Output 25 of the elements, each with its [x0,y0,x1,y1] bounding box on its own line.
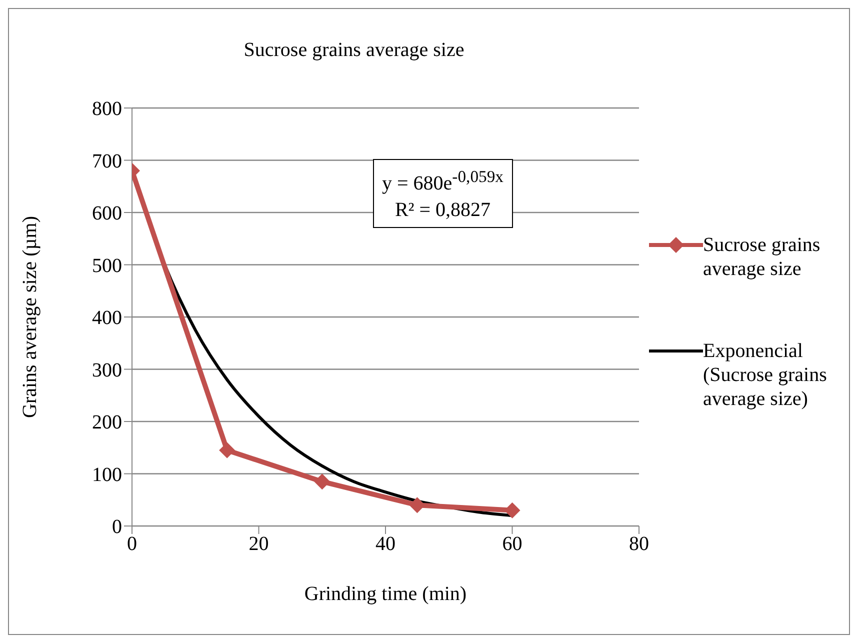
equation-box: y = 680e$^{-0,059x}$ R² = 0,8827 [373,159,513,228]
x-axis-title: Grinding time (min) [304,583,467,606]
y-tick-label: 500 [92,254,122,277]
legend-label: Sucrose grains average size [703,232,822,280]
point [219,442,236,458]
y-tick-label: 400 [92,307,122,330]
chart-title: Sucrose grains average size [242,39,466,62]
y-tick-label: 800 [92,98,122,120]
annotation: R² = 0,8827 [394,198,492,223]
legend-label: Exponencial (Sucrose grains average size) [703,338,828,410]
y-axis-title: Grains average size (µm) [19,216,42,418]
point [314,474,330,490]
y-tick-label: 700 [92,150,122,172]
annotation: y = 680e$^{-0,059x}$ [382,166,504,197]
y-tick-label: 600 [92,202,122,225]
point [504,502,520,518]
x-tick-label: 60 [502,533,522,556]
x-tick-label: 0 [127,533,137,556]
x-tick-label: 20 [248,533,269,556]
x-tick-label: 40 [376,533,396,556]
x-tick-label: 80 [629,533,649,556]
y-tick-label: 100 [92,464,122,486]
y-tick-label: 300 [92,359,122,382]
y-tick-label: 200 [92,412,122,434]
y-tick-label: 0 [112,516,122,538]
